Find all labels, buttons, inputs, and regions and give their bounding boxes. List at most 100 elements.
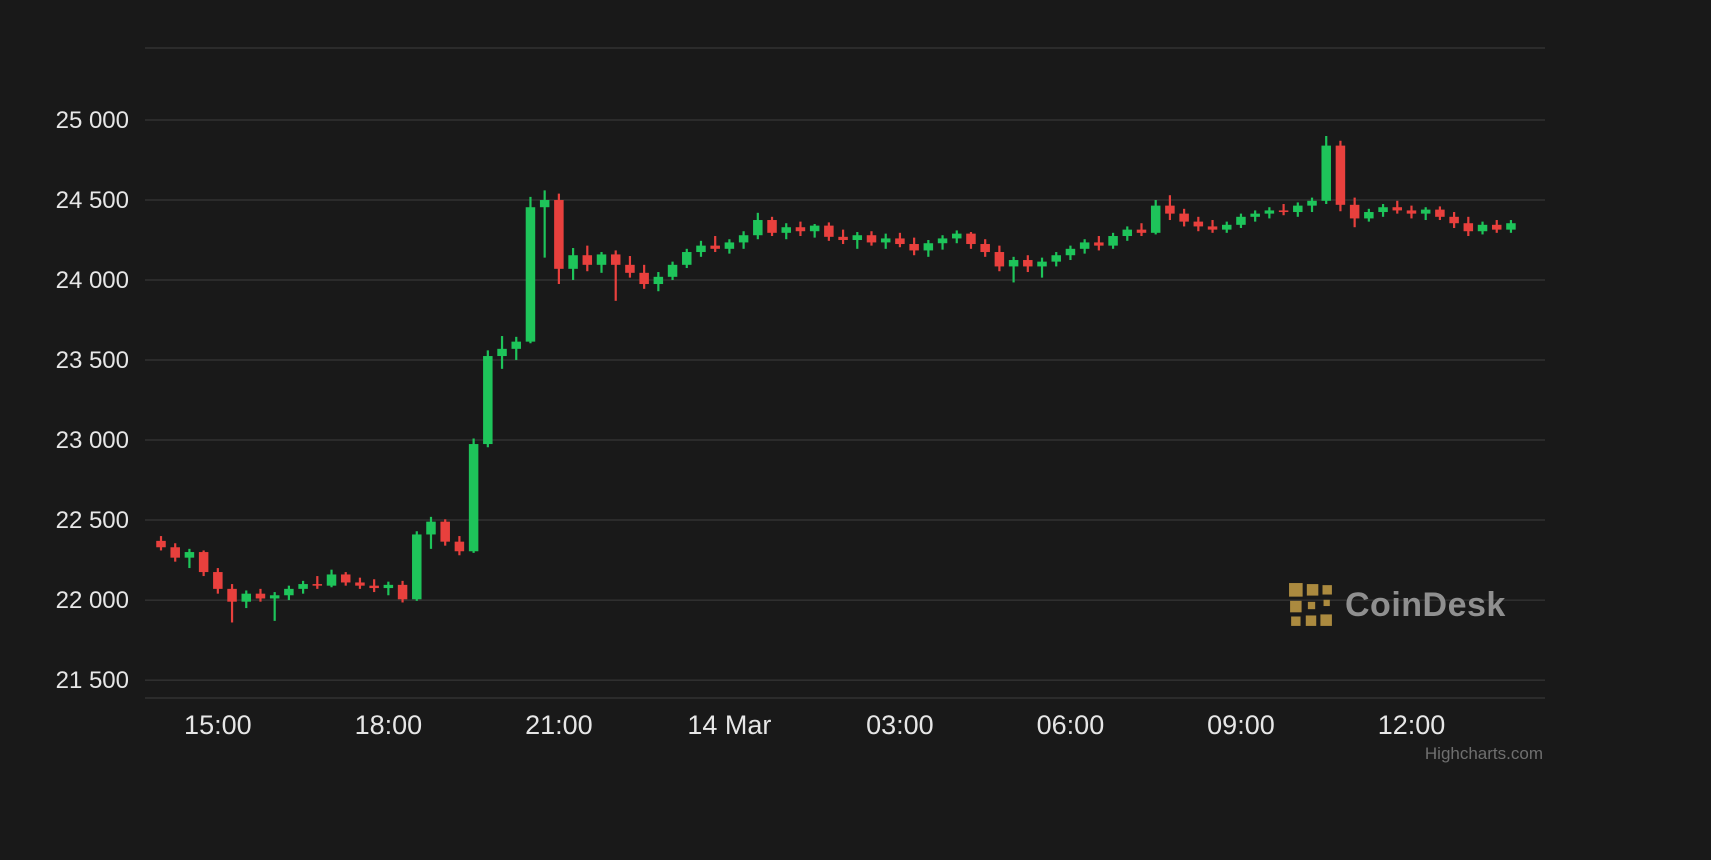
candle-up	[653, 272, 664, 292]
coindesk-logo-text: CoinDesk	[1345, 585, 1506, 624]
y-axis-label: 22 000	[56, 587, 129, 614]
candle-up	[241, 590, 252, 609]
logo-square	[1322, 585, 1332, 595]
candle-down	[1349, 197, 1360, 228]
logo-square	[1305, 615, 1317, 626]
candle-up	[412, 531, 422, 601]
candle-down	[895, 232, 905, 248]
candle-up	[511, 336, 521, 361]
candle-up	[1364, 208, 1374, 222]
y-axis-label: 24 000	[56, 267, 129, 294]
candle-down	[355, 577, 365, 589]
candle-down	[824, 222, 834, 241]
candle-up	[284, 585, 294, 601]
candle-down	[838, 229, 848, 245]
candle-down	[1278, 204, 1289, 216]
coindesk-logo-icon	[1289, 583, 1332, 626]
candle-up	[682, 248, 692, 269]
candle-up	[184, 548, 195, 569]
candle-up	[1079, 239, 1090, 254]
candle-up	[1321, 136, 1331, 205]
candle-down	[1463, 216, 1474, 237]
candle-up	[952, 230, 962, 244]
candle-up	[497, 336, 507, 369]
logo-square	[1291, 616, 1301, 626]
candle-up	[1477, 221, 1488, 235]
candle-down	[312, 576, 323, 589]
candle-up	[1222, 221, 1232, 233]
candle-down	[582, 245, 593, 272]
logo-square	[1323, 599, 1330, 607]
candle-up	[809, 224, 820, 238]
candle-down	[966, 232, 976, 249]
x-axis-label: 14 Mar	[687, 710, 771, 740]
logo-square	[1289, 583, 1303, 597]
candle-up	[1250, 210, 1260, 222]
candle-up	[753, 212, 763, 240]
candle-up	[468, 438, 479, 553]
x-axis-label: 06:00	[1037, 710, 1105, 740]
candle-up	[426, 516, 436, 549]
candle-up	[568, 248, 578, 281]
candle-up	[1506, 220, 1516, 233]
candle-down	[980, 239, 990, 257]
candle-down	[625, 256, 635, 278]
candle-up	[298, 580, 308, 594]
x-axis-label: 03:00	[866, 710, 934, 740]
candle-down	[909, 237, 919, 256]
candle-down	[639, 264, 649, 289]
x-axis-label: 18:00	[355, 710, 423, 740]
candle-up	[923, 240, 934, 257]
logo-square	[1306, 584, 1319, 596]
logo-square	[1290, 600, 1302, 613]
candle-up	[1236, 213, 1246, 229]
candle-up	[483, 350, 493, 448]
candle-up	[724, 239, 735, 254]
logo-square	[1320, 614, 1332, 626]
candle-up	[1008, 256, 1019, 283]
candle-up	[781, 223, 791, 240]
candle-up	[383, 581, 394, 596]
y-axis-label: 23 500	[56, 347, 129, 374]
candle-down	[454, 536, 465, 556]
candle-up	[596, 252, 607, 273]
candle-up	[667, 261, 678, 281]
highcharts-credit-link[interactable]: Highcharts.com	[1424, 744, 1543, 763]
candle-down	[1207, 220, 1218, 233]
candle-up	[1108, 232, 1118, 249]
candle-down	[795, 221, 806, 237]
coindesk-watermark: CoinDesk	[1288, 582, 1506, 628]
candle-down	[1136, 223, 1147, 237]
candle-up	[1264, 207, 1275, 219]
candle-up	[326, 569, 337, 588]
candle-down	[994, 245, 1005, 272]
candle-down	[1023, 255, 1033, 273]
candle-up	[525, 196, 536, 344]
candle-down	[1435, 206, 1445, 221]
y-axis-label: 24 500	[56, 187, 129, 214]
candle-down	[369, 579, 379, 593]
candle-up	[1037, 257, 1047, 278]
candle-up	[269, 592, 280, 621]
candle-down	[1165, 195, 1175, 221]
x-axis-label: 21:00	[525, 710, 593, 740]
candle-down	[213, 568, 223, 594]
y-axis-label: 25 000	[56, 107, 129, 134]
candle-up	[738, 231, 749, 249]
x-axis-label: 09:00	[1207, 710, 1275, 740]
candle-down	[767, 216, 777, 237]
candle-down	[554, 193, 564, 285]
candle-down	[1193, 216, 1204, 232]
logo-square	[1307, 601, 1316, 610]
candle-down	[440, 519, 450, 546]
x-axis-label: 15:00	[184, 710, 252, 740]
candle-up	[1293, 202, 1303, 217]
candle-down	[198, 550, 209, 577]
candle-down	[1491, 220, 1502, 233]
candle-down	[1406, 205, 1417, 219]
candle-down	[156, 536, 166, 551]
candle-up	[880, 233, 891, 249]
candle-down	[170, 543, 180, 562]
candle-up	[539, 190, 550, 258]
